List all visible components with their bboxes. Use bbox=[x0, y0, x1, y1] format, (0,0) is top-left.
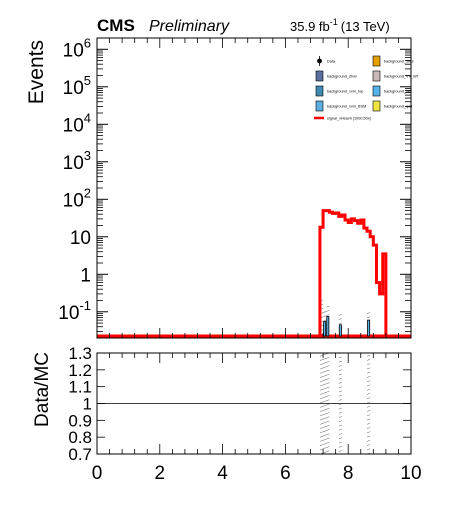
main-y-tick-label-4: 103 bbox=[63, 148, 91, 174]
ratio-y-tick-label-1: 0.8 bbox=[68, 428, 92, 447]
main-y-tick-label-5: 104 bbox=[63, 110, 91, 136]
ratio-y-axis-title: Data/MC bbox=[32, 352, 53, 427]
legend-marker-box bbox=[315, 85, 324, 97]
main-y-tick-label-2: 10 bbox=[70, 228, 91, 249]
legend-entry-4: background_vvm_top bbox=[315, 85, 363, 97]
legend-marker-box bbox=[372, 100, 381, 112]
legend-entry-5: background_Wtt bbox=[372, 85, 413, 97]
energy-label: (13 TeV) bbox=[341, 19, 390, 34]
x-tick-label-1: 2 bbox=[155, 463, 166, 484]
legend-label-7: background_qcd bbox=[384, 105, 412, 109]
legend-marker-box bbox=[372, 55, 381, 67]
main-y-tick-label-7: 106 bbox=[63, 35, 91, 61]
uncertainty-band-0 bbox=[319, 298, 324, 338]
x-tick-label-0: 0 bbox=[92, 463, 103, 484]
ratio-y-tick-label-6: 1.3 bbox=[68, 344, 92, 363]
x-tick-label-2: 4 bbox=[217, 463, 228, 484]
legend-marker-box bbox=[372, 70, 381, 82]
legend-label-8: signal_vHeavh [1000,50x] bbox=[327, 117, 371, 121]
main-plot-frame bbox=[96, 37, 412, 339]
status-label: Preliminary bbox=[149, 18, 230, 35]
legend-label-1: background_SMs bbox=[384, 60, 414, 64]
x-tick-label-3: 6 bbox=[280, 463, 291, 484]
ratio-y-tick-label-0: 0.7 bbox=[68, 445, 92, 464]
main-y-axis-title: Events bbox=[25, 40, 48, 104]
legend-entry-0: Data bbox=[317, 56, 336, 66]
legend-label-0: Data bbox=[327, 60, 336, 64]
main-y-tick-label-3: 102 bbox=[63, 185, 91, 211]
legend-label-3: background_VV_Wt bbox=[384, 75, 419, 79]
lumi-unit-exponent: -1 bbox=[330, 17, 338, 27]
legend-label-6: background_vvm_BSM bbox=[327, 105, 366, 109]
legend-marker-box bbox=[315, 100, 324, 112]
main-y-tick-label-0: 10-1 bbox=[58, 298, 91, 324]
legend-entry-3: background_VV_Wt bbox=[372, 70, 419, 82]
ratio-y-tick-label-2: 0.9 bbox=[68, 411, 92, 430]
background-bar-3 bbox=[367, 319, 371, 337]
main-y-tick-label-1: 1 bbox=[80, 265, 91, 286]
legend-entry-6: background_vvm_BSM bbox=[315, 100, 366, 112]
background-bar-0 bbox=[323, 321, 327, 337]
legend-label-2: background_Zlvlv bbox=[327, 75, 357, 79]
legend-entry-1: background_SMs bbox=[372, 55, 414, 67]
legend-entry-7: background_qcd bbox=[372, 100, 412, 112]
main-panel: 10-1 1 10 102 103 104 105 106 bbox=[58, 35, 412, 339]
signal-histogram-line bbox=[318, 209, 388, 336]
ratio-y-tick-label-3: 1 bbox=[83, 395, 92, 414]
experiment-label: CMS bbox=[97, 16, 135, 35]
ratio-panel: 0.70.80.911.11.21.3 0 2 4 6 8 10 bbox=[68, 344, 421, 484]
ratio-y-tick-label-4: 1.1 bbox=[68, 378, 92, 397]
x-tick-label-5: 10 bbox=[400, 463, 421, 484]
legend-marker-box bbox=[315, 70, 324, 82]
lumi-label: 35.9 fb-1 (13 TeV) bbox=[290, 17, 390, 34]
legend-label-4: background_vvm_top bbox=[327, 90, 363, 94]
legend-label-5: background_Wtt bbox=[384, 90, 413, 94]
background-bar-2 bbox=[338, 324, 342, 337]
main-y-tick-label-6: 105 bbox=[63, 73, 91, 99]
legend-marker-box bbox=[372, 85, 381, 97]
lumi-value: 35.9 fb bbox=[290, 19, 330, 34]
x-tick-label-4: 8 bbox=[343, 463, 354, 484]
background-bar-1 bbox=[326, 316, 330, 337]
ratio-y-tick-label-5: 1.2 bbox=[68, 361, 92, 380]
legend-entry-2: background_Zlvlv bbox=[315, 70, 357, 82]
legend-entry-8: signal_vHeavh [1000,50x] bbox=[314, 117, 371, 121]
